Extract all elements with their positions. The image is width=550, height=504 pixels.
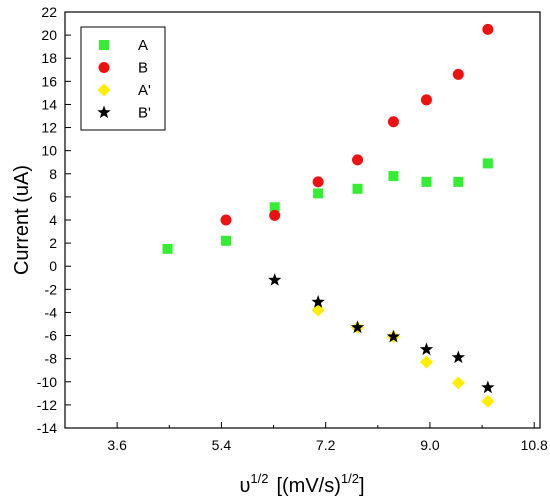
y-tick-label: 4 — [49, 212, 57, 228]
data-point — [269, 209, 281, 221]
legend-box — [80, 26, 166, 131]
y-tick-label: -8 — [45, 351, 58, 367]
y-tick-label: -10 — [37, 374, 57, 390]
legend-marker — [97, 83, 111, 97]
y-tick-label: -4 — [45, 304, 58, 320]
y-tick-label: 16 — [41, 73, 57, 89]
data-point — [352, 154, 364, 166]
x-axis-title-base-sup: 1/2 — [250, 471, 268, 486]
x-axis-ticks: 3.6 5.4 7.2 9.0 10.8 — [107, 422, 548, 453]
y-tick-label: 0 — [49, 258, 57, 274]
legend-label: B — [138, 60, 148, 77]
legend-label: A — [138, 37, 148, 54]
y-tick-label: 2 — [49, 235, 57, 251]
data-point — [452, 68, 464, 80]
data-points — [162, 23, 495, 408]
legend: AB A' B' — [97, 37, 151, 122]
y-tick-label: 22 — [41, 4, 57, 20]
data-point — [311, 295, 325, 308]
series-4 — [268, 273, 495, 394]
series-3 — [311, 303, 495, 408]
x-tick-label: 3.6 — [107, 437, 127, 453]
y-tick-label: 10 — [41, 143, 57, 159]
y-axis-ticks: -14 -12 -10 -8 -6 -4 -2 0 2 4 6 8 10 12 14 16 18 20 22 — [37, 4, 71, 436]
data-point — [268, 273, 282, 286]
series-1 — [162, 158, 493, 254]
data-point — [312, 176, 324, 188]
x-axis-title-unit-sup: 1/2 — [341, 471, 359, 486]
data-point — [481, 380, 495, 394]
data-point — [482, 23, 494, 35]
data-point — [419, 342, 434, 356]
y-tick-label: -14 — [37, 420, 57, 436]
legend-label: A' — [138, 82, 151, 99]
y-tick-label: 14 — [41, 96, 57, 112]
y-tick-label: 12 — [41, 120, 57, 136]
x-tick-label: 7.2 — [316, 437, 336, 453]
legend-marker — [98, 62, 110, 73]
x-tick-label: 5.4 — [212, 437, 232, 453]
data-point — [421, 176, 432, 187]
x-axis-title-base: υ — [239, 475, 250, 497]
data-point — [220, 214, 232, 226]
data-point — [419, 355, 433, 369]
data-point — [352, 183, 363, 194]
data-point — [162, 243, 173, 254]
y-tick-label: 18 — [41, 50, 57, 66]
y-tick-label: 20 — [41, 27, 57, 43]
data-point — [481, 394, 495, 408]
data-point — [313, 188, 324, 199]
data-point — [420, 94, 432, 106]
y-axis-title: Current (uA) — [11, 165, 33, 275]
series-2 — [220, 23, 494, 226]
y-tick-label: 6 — [49, 189, 57, 205]
x-axis-title-unit-close: ] — [359, 475, 365, 497]
data-point — [451, 350, 465, 364]
y-tick-label: -2 — [45, 281, 58, 297]
data-point — [482, 158, 493, 169]
data-point — [350, 320, 365, 334]
data-point — [387, 116, 399, 128]
data-point — [388, 171, 399, 182]
data-point — [386, 329, 401, 343]
y-tick-label: 8 — [49, 166, 57, 182]
legend-label: B' — [138, 105, 151, 122]
data-point — [451, 376, 465, 390]
data-point — [221, 235, 232, 246]
x-axis-title: υ1/2 [(mV/s)1/2] — [239, 471, 364, 497]
x-axis-title-unit: [(mV/s) — [276, 475, 340, 497]
legend-marker — [99, 40, 109, 50]
data-point — [269, 202, 280, 213]
y-tick-label: -6 — [45, 328, 58, 344]
data-point — [453, 176, 464, 187]
y-tick-label: -12 — [37, 397, 57, 413]
legend-marker — [97, 105, 111, 119]
data-point — [311, 303, 325, 317]
x-tick-label: 9.0 — [420, 437, 440, 453]
x-tick-label: 10.8 — [521, 437, 548, 453]
